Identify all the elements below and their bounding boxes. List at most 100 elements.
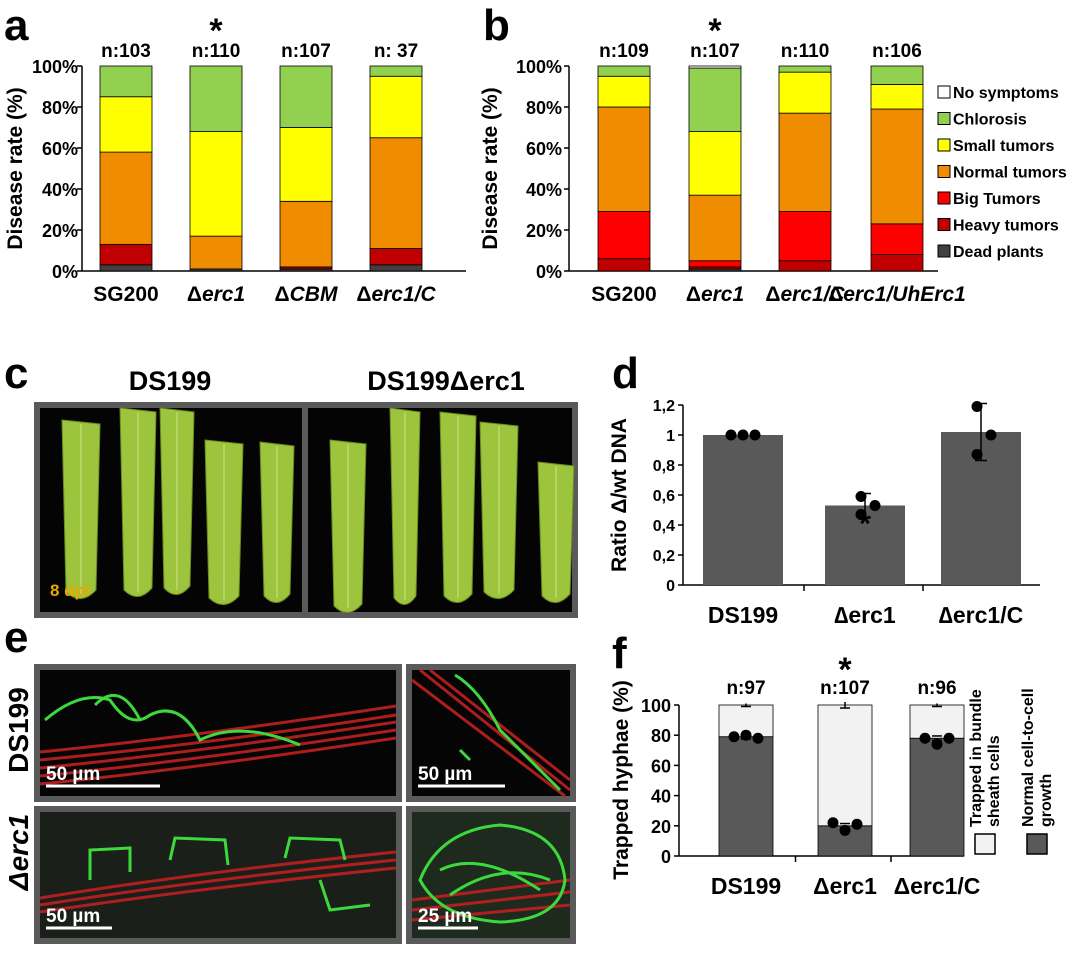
bar-segment xyxy=(870,108,924,225)
n-label: n:107 xyxy=(690,41,740,62)
chart-f: 0 20 40 60 80 100 Trapped hyphae (%) DS199 n:97 Δ… xyxy=(610,651,1055,899)
legend-swatch xyxy=(937,112,951,125)
significance-asterisk: * xyxy=(708,12,722,50)
legend-label: Chlorosis xyxy=(953,112,1027,129)
y-tick-label: 80 xyxy=(651,726,671,746)
bar-segment xyxy=(778,211,832,262)
significance-asterisk: * xyxy=(209,12,223,50)
bar-segment xyxy=(778,260,832,272)
data-point xyxy=(839,824,851,836)
legend-swatch xyxy=(937,165,951,178)
y-tick-label: 60% xyxy=(42,139,78,159)
category-label: DS199 xyxy=(708,602,778,628)
data-point xyxy=(725,429,737,441)
n-label: n:97 xyxy=(726,678,765,699)
bar-segment xyxy=(189,235,243,270)
bar-segment xyxy=(369,65,423,77)
n-label: n:103 xyxy=(101,41,151,62)
bar-segment xyxy=(870,65,924,85)
bar-segment xyxy=(189,131,243,237)
chart-d: 0 0,2 0,4 0,6 0,8 1 1,2 Ratio Δ/wt DNA DS199 ∆erc… xyxy=(608,398,1040,628)
y-tick-label: 1,2 xyxy=(653,398,675,415)
legend-swatch xyxy=(937,218,951,231)
y-tick-label: 0% xyxy=(536,262,562,282)
scalebar-3: 50 µm xyxy=(46,906,100,927)
y-tick-label: 0,4 xyxy=(653,518,675,535)
category-label: ΔCBM xyxy=(275,283,338,306)
scalebar-2: 50 µm xyxy=(418,764,472,785)
legend-swatch xyxy=(974,833,996,855)
legend-b: No symptoms Chlorosis Small tumors Normal t… xyxy=(937,85,1067,261)
bar-segment xyxy=(688,194,742,262)
n-label: n:106 xyxy=(872,41,922,62)
bar-segment xyxy=(99,151,153,245)
panel-label-d: d xyxy=(612,349,639,398)
bar-segment xyxy=(99,243,153,266)
bar-segment xyxy=(870,84,924,110)
legend-swatch xyxy=(937,244,951,258)
scalebar-4: 25 µm xyxy=(418,906,472,927)
bar-segment xyxy=(279,65,333,128)
legend-label: Big Tumors xyxy=(953,191,1041,208)
legend-swatch xyxy=(1026,833,1048,855)
y-axis-label: Trapped hyphae (%) xyxy=(610,680,633,880)
chart-b: 0% 20% 40% 60% 80% 100% Disease rate (%) SG200 n… xyxy=(479,12,966,306)
data-point xyxy=(931,738,943,750)
bar-segment xyxy=(688,131,742,196)
bar-segment xyxy=(189,65,243,132)
data-point xyxy=(971,401,983,412)
bar-segment xyxy=(817,704,873,827)
data-point xyxy=(740,729,752,741)
panel-label-a: a xyxy=(4,1,29,50)
bar-segment xyxy=(688,67,742,133)
y-tick-label: 0 xyxy=(661,847,671,867)
legend-label: Heavy tumors xyxy=(953,218,1059,235)
category-label: Δerc1/C xyxy=(765,283,845,306)
n-label: n:107 xyxy=(820,678,870,699)
data-point xyxy=(971,449,983,460)
bar-segment xyxy=(688,260,742,268)
row-label-derc1: Δerc1 xyxy=(3,814,34,891)
bar-segment xyxy=(718,736,774,857)
category-label: ∆erc1/C xyxy=(939,602,1023,628)
bar xyxy=(825,505,905,585)
y-axis-label: Disease rate (%) xyxy=(4,87,27,249)
n-label: n:107 xyxy=(281,41,331,62)
y-tick-label: 40% xyxy=(526,180,562,200)
legend-label: No symptoms xyxy=(953,85,1059,102)
y-tick-label: 20% xyxy=(42,221,78,241)
y-tick-label: 0% xyxy=(52,262,78,282)
n-label: n:109 xyxy=(599,41,649,62)
bar-segment xyxy=(99,264,153,272)
legend-label: Normal tumors xyxy=(953,165,1067,182)
y-tick-label: 20 xyxy=(651,817,671,837)
legend-swatch xyxy=(937,138,951,152)
category-label: Δerc1 xyxy=(187,283,245,306)
scalebar-1: 50 µm xyxy=(46,764,100,785)
y-axis-label: Ratio Δ/wt DNA xyxy=(608,418,631,572)
significance-asterisk: * xyxy=(838,651,852,689)
bar-segment xyxy=(279,200,333,268)
panel-label-f: f xyxy=(612,629,627,678)
category-label: Δerc1/C xyxy=(356,283,436,306)
n-label: n:96 xyxy=(917,678,956,699)
category-label: Δerc1/C xyxy=(894,873,981,899)
bar-segment xyxy=(688,65,742,69)
bar-segment xyxy=(597,75,651,108)
category-label: Δerc1 xyxy=(686,283,744,306)
y-tick-label: 0,6 xyxy=(653,488,675,505)
category-label: SG200 xyxy=(93,283,158,306)
bar-segment xyxy=(369,137,423,249)
data-point xyxy=(737,429,749,441)
data-point xyxy=(749,429,761,441)
bar-segment xyxy=(778,65,832,73)
y-tick-label: 60% xyxy=(526,139,562,159)
panel-label-c: c xyxy=(4,349,28,398)
dpi-label: 8 dpi xyxy=(50,581,90,600)
bar-segment xyxy=(909,704,965,739)
panel-label-b: b xyxy=(483,1,510,50)
n-label: n:110 xyxy=(192,41,241,62)
category-label: ∆erc1 xyxy=(834,602,896,628)
n-label: n: 37 xyxy=(374,41,418,62)
